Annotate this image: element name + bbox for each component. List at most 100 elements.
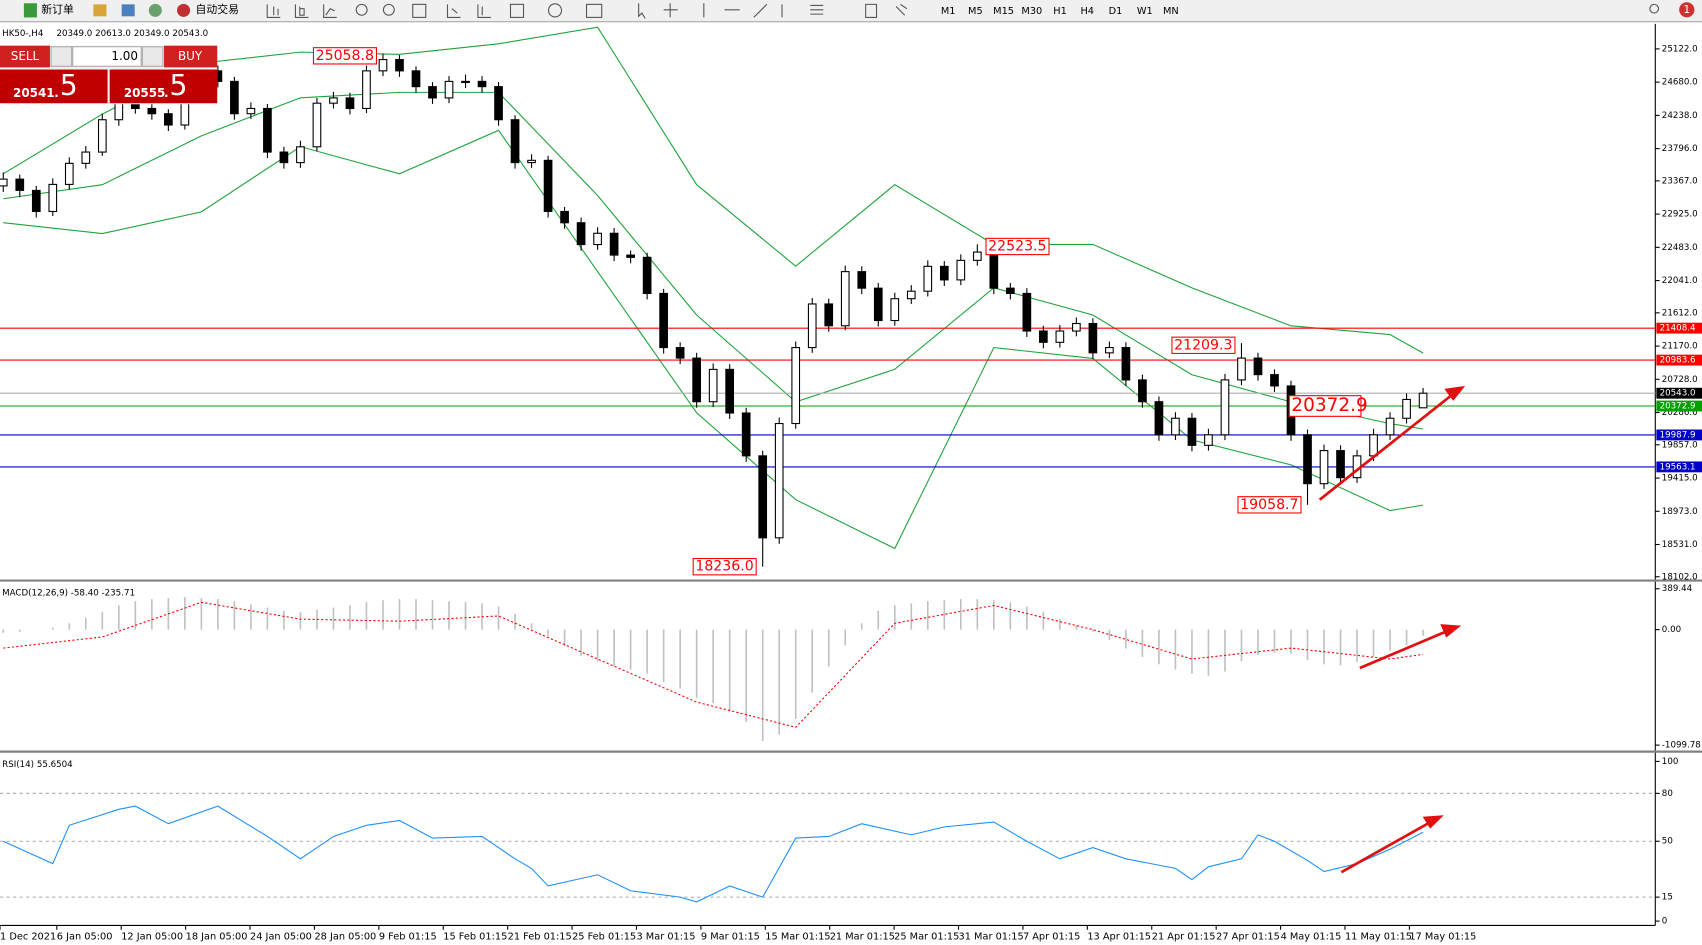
candle-body xyxy=(246,107,256,115)
arrow xyxy=(1318,395,1451,501)
time-label: 3 Mar 01:15 xyxy=(636,931,695,942)
y-tick-label: 24238.0 xyxy=(1662,111,1698,121)
y-tick-label: 389.44 xyxy=(1662,584,1693,594)
icon[interactable] xyxy=(585,3,603,18)
price-panel: 25122.0 24680.0 24238.0 23796.0 23367.0 22925… xyxy=(0,26,1702,582)
candle-body xyxy=(395,59,404,72)
sell-price-box[interactable] xyxy=(0,69,108,104)
alert-badge[interactable] xyxy=(1679,2,1695,18)
timeframe-button[interactable]: M30 xyxy=(1021,6,1042,17)
icon[interactable] xyxy=(547,3,563,18)
candle-body xyxy=(956,259,966,281)
price-level-tag xyxy=(1656,322,1702,334)
lot-field[interactable] xyxy=(72,46,142,67)
icon[interactable] xyxy=(638,3,878,19)
extreme-label: 18236.0 xyxy=(695,559,753,575)
timeframe-button[interactable]: W1 xyxy=(1137,6,1153,17)
timeframe-button[interactable]: M15 xyxy=(993,6,1014,17)
candle-body xyxy=(791,347,801,425)
candle-body xyxy=(1220,379,1230,436)
time-label: 15 Feb 01:15 xyxy=(443,931,507,942)
icon[interactable] xyxy=(294,4,309,18)
candle-body xyxy=(1418,392,1428,409)
timeframe-button[interactable]: MN xyxy=(1163,6,1179,17)
price-level-label: 19987.9 xyxy=(1660,430,1696,440)
candle-body xyxy=(31,189,41,213)
candle-body xyxy=(1105,347,1114,354)
auto-trading-button[interactable]: 自动交易 xyxy=(177,2,239,17)
y-tick-label: 18973.0 xyxy=(1662,507,1698,517)
timeframe-button[interactable]: M1 xyxy=(941,6,956,17)
arrow xyxy=(1340,822,1429,874)
candle-body xyxy=(1187,417,1197,446)
icon[interactable] xyxy=(121,4,135,17)
y-tick-label: -1099.78 xyxy=(1662,741,1701,751)
timeframe-button[interactable]: M5 xyxy=(968,6,983,17)
candle-body xyxy=(494,86,503,121)
y-tick-label: 19857.0 xyxy=(1662,440,1698,450)
time-label: 25 Mar 01:15 xyxy=(894,931,959,942)
price-level-label: 21408.4 xyxy=(1660,324,1696,334)
candle-body xyxy=(972,251,982,261)
icon[interactable] xyxy=(509,3,525,18)
buy-button[interactable] xyxy=(164,45,218,68)
candle-body xyxy=(296,146,305,164)
candle-body xyxy=(81,151,91,164)
timeframe-button[interactable]: H1 xyxy=(1053,6,1067,17)
y-tick-label: 25122.0 xyxy=(1662,44,1698,54)
icon[interactable] xyxy=(382,3,395,16)
arrow xyxy=(1359,630,1446,670)
y-tick-label: 21612.0 xyxy=(1662,308,1698,318)
price-level-tag xyxy=(1656,354,1702,366)
sell-button[interactable] xyxy=(0,45,50,68)
arrow-head xyxy=(1422,815,1444,829)
candle-body xyxy=(230,80,239,115)
new-order-button[interactable]: 新订单 xyxy=(23,2,74,18)
icon[interactable] xyxy=(895,3,908,16)
candle-body xyxy=(97,119,107,153)
icon[interactable] xyxy=(355,3,368,16)
buy-point: . xyxy=(164,86,169,100)
sell-point: . xyxy=(54,86,59,100)
y-tick-label: 20728.0 xyxy=(1662,375,1698,385)
extreme-tag xyxy=(1171,336,1236,354)
time-label: 4 May 01:15 xyxy=(1281,931,1342,942)
price-level-label: 20543.0 xyxy=(1660,389,1696,399)
icon[interactable] xyxy=(446,4,461,18)
candle-body xyxy=(1253,357,1263,376)
icon[interactable] xyxy=(323,4,337,18)
price-level-label: 19563.1 xyxy=(1660,462,1696,472)
time-label: 27 Apr 01:15 xyxy=(1216,931,1280,942)
candle-body xyxy=(609,232,619,256)
auto-trading-text: 自动交易 xyxy=(196,2,239,16)
icon[interactable] xyxy=(412,3,427,18)
price-level-tag xyxy=(1656,429,1702,441)
candle-body xyxy=(906,290,916,300)
icon[interactable] xyxy=(148,3,162,17)
panel-title: MACD(12,26,9) -58.40 -235.71 xyxy=(2,589,135,599)
lot-down[interactable] xyxy=(50,46,73,67)
candle-body xyxy=(774,422,784,539)
candle-body xyxy=(48,183,58,213)
candle-body xyxy=(411,70,421,88)
y-tick-label: 15 xyxy=(1662,893,1673,903)
trend-arrows xyxy=(1318,385,1466,874)
candle-body xyxy=(1022,292,1032,332)
y-tick-label: 20286.0 xyxy=(1662,408,1698,418)
candle-body xyxy=(1138,379,1147,403)
time-label: 18 Jan 05:00 xyxy=(186,931,248,942)
timeframe-button[interactable]: H4 xyxy=(1080,6,1094,17)
candle-body xyxy=(114,102,124,121)
search-icon[interactable] xyxy=(1649,3,1660,14)
icon[interactable] xyxy=(477,4,491,18)
timeframe-button[interactable]: D1 xyxy=(1109,6,1123,17)
y-tick-label: 22925.0 xyxy=(1662,210,1698,220)
icon[interactable] xyxy=(93,4,107,17)
bollinger-upper xyxy=(2,26,1424,354)
lot-up[interactable] xyxy=(141,46,164,67)
buy-price: 20555 xyxy=(124,86,166,100)
candle-body xyxy=(576,222,586,246)
buy-price-box[interactable] xyxy=(109,69,218,104)
icon[interactable] xyxy=(266,4,281,18)
